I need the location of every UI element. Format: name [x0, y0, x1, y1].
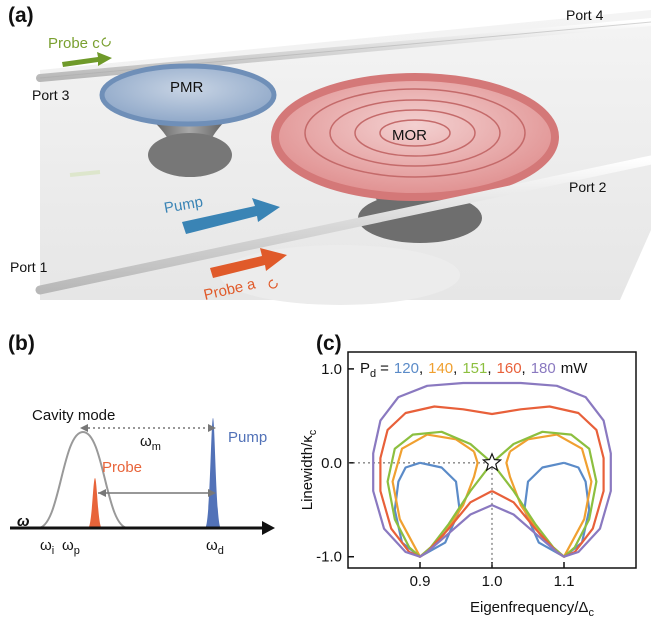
legend-text: , [419, 360, 423, 377]
legend-entry: 160 [497, 360, 522, 377]
sub: d [218, 545, 224, 557]
cavity-curve [38, 432, 128, 528]
legend-entry: 140 [428, 360, 453, 377]
legend-entry: 180 [531, 360, 556, 377]
base: Eigenfrequency/Δ [470, 599, 588, 616]
pump-peak [205, 418, 221, 528]
sub: c [307, 429, 319, 435]
y-tick-label: 0.0 [321, 455, 342, 472]
legend-entry: 120 [394, 360, 419, 377]
legend-text: d [370, 368, 376, 380]
base: ω [206, 537, 218, 554]
legend-text: , [487, 360, 491, 377]
omega-i: ωi [40, 537, 54, 557]
panel-a: (a) Port 4 Probe c Port 3 PMR MOR Port 2… [8, 4, 651, 305]
port-label: Port 3 [32, 87, 70, 103]
legend-text: , [522, 360, 526, 377]
pmr-pedestal-base [148, 133, 232, 177]
probe-label: Probe [102, 459, 142, 476]
y-tick-label: 1.0 [321, 361, 342, 378]
port-label: Port 4 [566, 7, 604, 23]
x-tick-label: 1.1 [554, 573, 575, 590]
circ-icon [102, 38, 110, 46]
x-tick-label: 1.0 [482, 573, 503, 590]
sub: i [52, 545, 54, 557]
sub: c [588, 607, 594, 618]
omega-m: ωm [140, 433, 161, 453]
probe-c-label: Probe c [48, 35, 100, 52]
omega-label: ω [17, 513, 30, 530]
legend-text: = [380, 360, 389, 377]
sub: m [152, 441, 161, 453]
omega-p: ωp [62, 537, 80, 557]
probe-peak [88, 478, 102, 528]
figure: (a) Port 4 Probe c Port 3 PMR MOR Port 2… [0, 0, 651, 618]
base: ω [40, 537, 52, 554]
legend-text: , [453, 360, 457, 377]
panel-c: (c) Eigenfrequency/Δc Linewidth/κc Pd=12… [299, 332, 636, 618]
y-axis-label: Linewidth/κc [299, 429, 319, 510]
port-label: Port 1 [10, 259, 48, 275]
pump-label: Pump [228, 429, 267, 446]
port-label: Port 2 [569, 179, 607, 195]
cavity-label: Cavity mode [32, 407, 115, 424]
omega-d: ωd [206, 537, 224, 557]
panel-b: (b) Cavity mode ωm Pump Probe ω ωi ωp ωd [8, 332, 275, 557]
panel-label: (b) [8, 332, 35, 355]
panel-label: (a) [8, 4, 34, 27]
curve [373, 383, 611, 557]
x-axis-label: Eigenfrequency/Δc [470, 599, 594, 618]
legend-text: mW [561, 360, 588, 377]
legend-text: P [360, 360, 370, 377]
reflection [220, 245, 460, 305]
pmr-label: PMR [170, 79, 204, 96]
panel-label: (c) [316, 332, 342, 355]
axis-arrow [262, 521, 275, 535]
mor-label: MOR [392, 127, 427, 144]
legend-entry: 151 [462, 360, 487, 377]
base: Linewidth/κ [299, 435, 316, 511]
x-tick-label: 0.9 [410, 573, 431, 590]
base: ω [140, 433, 152, 450]
base: ω [62, 537, 74, 554]
sub: p [74, 545, 80, 557]
y-tick-label: -1.0 [316, 549, 342, 566]
